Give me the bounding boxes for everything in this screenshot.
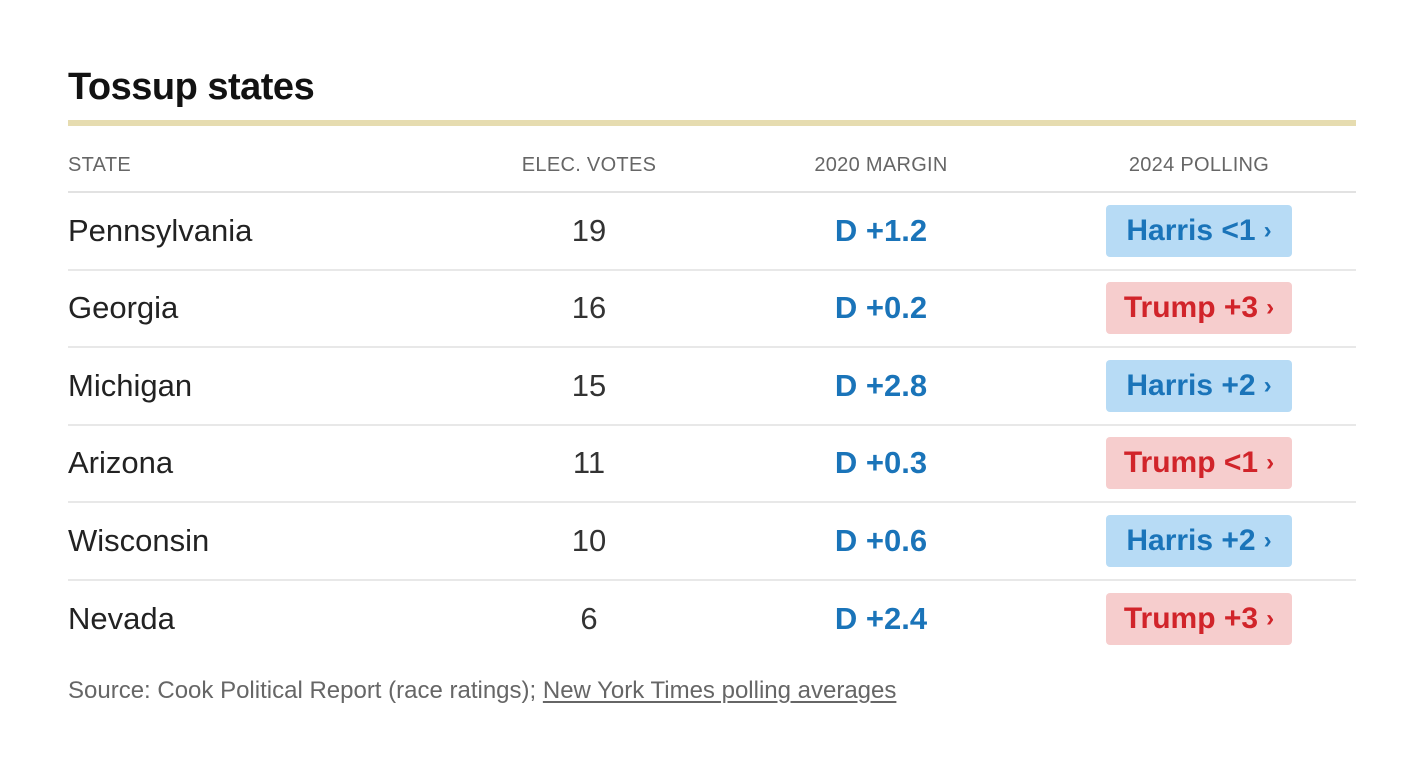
margin-2020: D +0.3: [720, 424, 1042, 503]
header-2024-polling: 2024 POLLING: [1042, 126, 1356, 193]
polling-averages-link[interactable]: New York Times polling averages: [542, 677, 897, 704]
margin-2020: D +0.6: [720, 502, 1042, 581]
header-2020-margin: 2020 MARGIN: [720, 126, 1042, 193]
polling-cell: Trump <1 ›: [1042, 424, 1356, 503]
state-name: Nevada: [68, 600, 175, 636]
header-state: STATE: [68, 126, 458, 193]
state-name: Michigan: [68, 347, 458, 426]
table-row: Georgia 16 D +0.2 Trump +3 ›: [68, 269, 1356, 348]
polling-value: Harris +2: [1126, 368, 1256, 402]
margin-2020: D +2.8: [720, 347, 1042, 426]
margin-2020: D +1.2: [720, 192, 1042, 271]
polling-value: Harris <1: [1126, 213, 1256, 247]
table-row: Pennsylvania 19 D +1.2 Harris <1 ›: [68, 192, 1356, 271]
states-table: STATE ELEC. VOTES 2020 MARGIN 2024 POLLI…: [68, 126, 1356, 657]
polling-value: Trump <1: [1123, 446, 1259, 480]
chevron-right-icon: ›: [1263, 526, 1272, 554]
polling-cell: Harris +2 ›: [1042, 502, 1356, 581]
polling-value: Trump +3: [1123, 291, 1259, 325]
table-header-row: STATE ELEC. VOTES 2020 MARGIN 2024 POLLI…: [68, 126, 1356, 193]
table-row: Nevada 6 D +2.4 Trump +3 ›: [68, 580, 1356, 658]
table-row: Michigan 15 D +2.8 Harris +2 ›: [68, 347, 1356, 426]
state-name: Arizona: [68, 424, 458, 503]
margin-2020: D +0.2: [720, 269, 1042, 348]
chevron-right-icon: ›: [1263, 371, 1272, 399]
elec-votes: 6: [580, 600, 598, 636]
tossup-table-card: Tossup states STATE ELEC. VOTES 2020 MAR…: [68, 62, 1356, 657]
chevron-right-icon: ›: [1266, 604, 1275, 632]
polling-badge-link[interactable]: Harris +2 ›: [1106, 359, 1292, 412]
polling-badge-link[interactable]: Trump <1 ›: [1106, 437, 1292, 490]
polling-badge-link[interactable]: Harris +2 ›: [1106, 514, 1292, 567]
state-name: Wisconsin: [68, 502, 458, 581]
elec-votes: 11: [458, 424, 720, 503]
table-row: Wisconsin 10 D +0.6 Harris +2 ›: [68, 502, 1356, 581]
elec-votes: 19: [458, 192, 720, 271]
polling-value: Trump +3: [1123, 601, 1259, 635]
source-text: Source: Cook Political Report (race rati…: [68, 677, 543, 704]
margin-2020: D +2.4: [834, 600, 928, 636]
polling-cell: Harris <1 ›: [1042, 192, 1356, 271]
header-elec-votes: ELEC. VOTES: [458, 126, 720, 193]
polling-badge-link[interactable]: Harris <1 ›: [1106, 204, 1292, 257]
chevron-right-icon: ›: [1266, 449, 1275, 477]
title-rule: [68, 120, 1356, 126]
table-row: Arizona 11 D +0.3 Trump <1 ›: [68, 424, 1356, 503]
polling-badge-link[interactable]: Trump +3 ›: [1106, 282, 1292, 335]
chevron-right-icon: ›: [1266, 294, 1275, 322]
state-name: Georgia: [68, 269, 458, 348]
elec-votes: 16: [458, 269, 720, 348]
state-name: Pennsylvania: [68, 192, 458, 271]
elec-votes: 15: [458, 347, 720, 426]
polling-cell: Trump +3 ›: [1042, 269, 1356, 348]
table-body: Pennsylvania 19 D +1.2 Harris <1 › Georgi…: [68, 192, 1356, 657]
chevron-right-icon: ›: [1263, 216, 1272, 244]
page-title: Tossup states: [68, 66, 315, 108]
polling-cell: Trump +3 ›: [1042, 580, 1356, 658]
source-note: Source: Cook Political Report (race rati…: [68, 677, 896, 705]
polling-badge-link[interactable]: Trump +3 ›: [1106, 592, 1292, 645]
elec-votes: 10: [458, 502, 720, 581]
polling-cell: Harris +2 ›: [1042, 347, 1356, 426]
polling-value: Harris +2: [1126, 523, 1256, 557]
